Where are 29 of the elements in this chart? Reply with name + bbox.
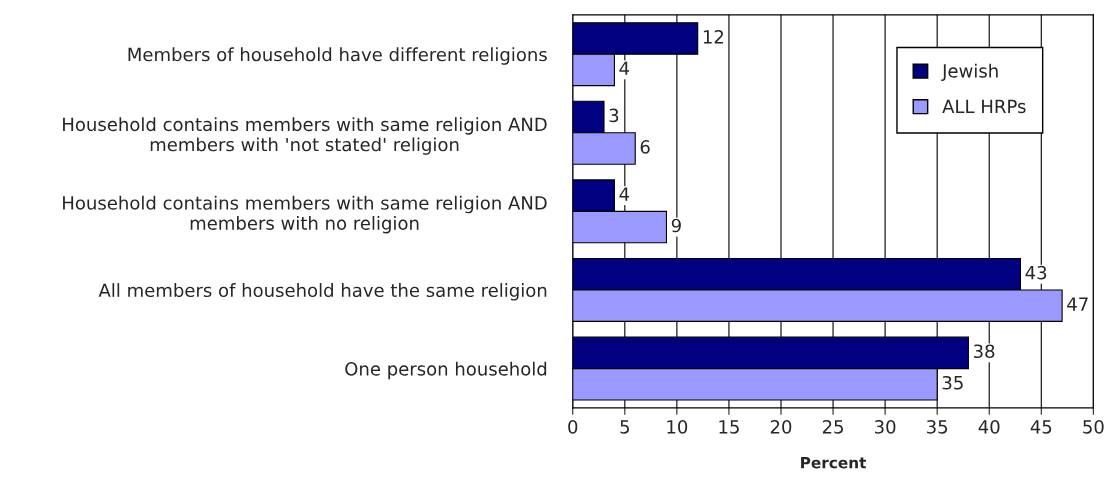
y-tick-label: Members of household have different religions xyxy=(128,47,547,65)
data-label: 9 xyxy=(671,218,681,233)
data-label: 38 xyxy=(973,344,995,359)
x-tick-label: 15 xyxy=(719,420,739,434)
x-tick-label: 30 xyxy=(875,420,896,434)
x-axis-title: Percent xyxy=(801,457,867,469)
x-tick-label: 50 xyxy=(1083,420,1104,434)
x-tick-label: 45 xyxy=(1030,420,1052,434)
y-tick-label: Household contains members with same religion AND members with 'not stated' religion xyxy=(63,117,547,155)
data-label: 35 xyxy=(942,375,963,390)
data-label: 3 xyxy=(609,108,619,123)
x-tick-label: 10 xyxy=(667,420,688,434)
data-label: 4 xyxy=(619,187,630,201)
y-tick-label: All members of household have the same religion xyxy=(98,283,547,301)
legend-label: Jewish xyxy=(941,63,998,82)
x-tick-label: 20 xyxy=(770,420,792,434)
x-tick-label: 35 xyxy=(927,420,948,434)
data-label: 12 xyxy=(703,30,724,44)
x-tick-label: 0 xyxy=(568,420,578,434)
legend-label: ALL HRPs xyxy=(942,99,1026,114)
y-tick-label: One person household xyxy=(345,361,547,380)
data-label: 6 xyxy=(640,140,650,154)
data-label: 47 xyxy=(1067,297,1088,311)
data-label: 4 xyxy=(619,61,630,75)
y-tick-label: Household contains members with same religion AND members with no religion xyxy=(63,195,547,234)
x-tick-label: 25 xyxy=(822,420,843,434)
data-label: 43 xyxy=(1025,265,1047,280)
x-tick-label: 5 xyxy=(620,420,629,434)
x-tick-label: 40 xyxy=(978,420,1000,434)
